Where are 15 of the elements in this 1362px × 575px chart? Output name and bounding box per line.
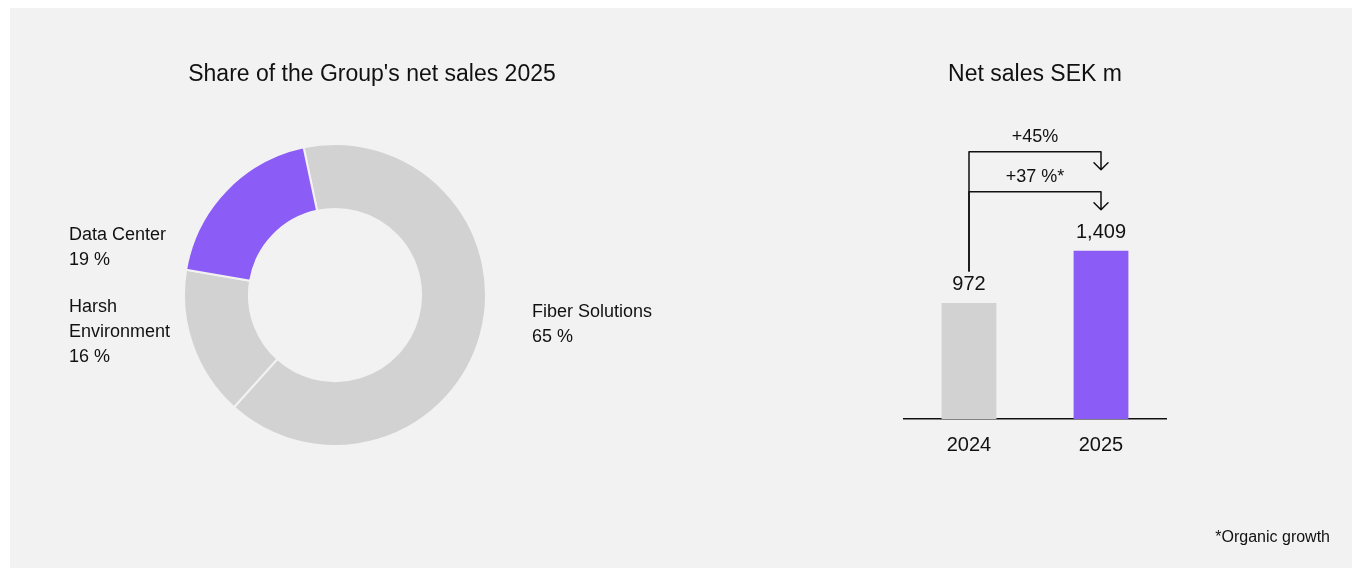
slice-label: Data Center (69, 224, 167, 245)
chart-title: Share of the Group's net sales 2025 (187, 60, 557, 87)
data-label: 16 % (69, 346, 111, 367)
data-label: 972 (952, 272, 986, 295)
x-tick-label: 2024 (946, 432, 992, 455)
text: *Organic growth (1215, 528, 1330, 546)
slice-label: Harsh Environment (69, 296, 171, 342)
slice-label: Fiber Solutions (532, 300, 653, 321)
data-label: 1,409 (1075, 220, 1127, 243)
x-tick-label: 2025 (1078, 432, 1124, 455)
text: +45% (1011, 125, 1059, 146)
chart-title: Net sales SEK m (947, 60, 1123, 87)
data-label: 19 % (69, 249, 111, 270)
text: +37 %* (1005, 165, 1065, 186)
data-label: 65 % (532, 325, 574, 346)
